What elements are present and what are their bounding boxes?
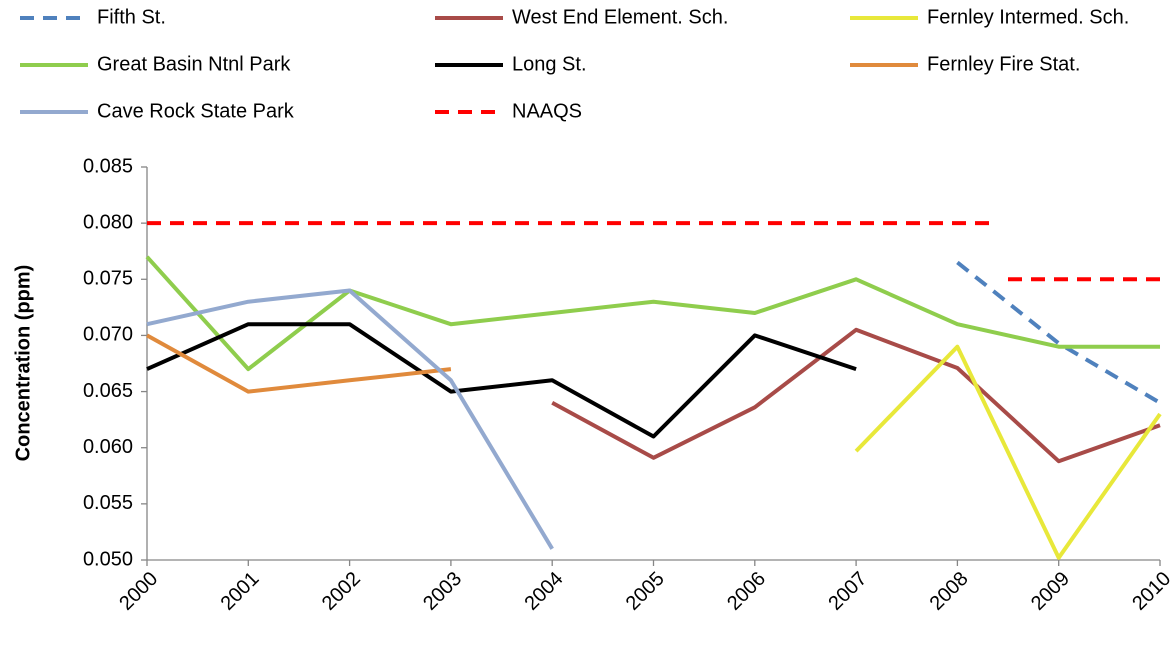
x-tick-label: 2001 bbox=[217, 568, 264, 615]
x-tick-label: 2006 bbox=[723, 568, 770, 615]
series-line bbox=[147, 221, 1160, 282]
x-tick-label: 2008 bbox=[926, 568, 973, 615]
y-tick-label: 0.085 bbox=[83, 155, 133, 177]
y-tick-label: 0.075 bbox=[83, 268, 133, 290]
x-tick-label: 2000 bbox=[115, 568, 162, 615]
series-line bbox=[146, 333, 452, 394]
x-tick-label: 2010 bbox=[1128, 568, 1173, 615]
series-line bbox=[146, 322, 857, 439]
series-line bbox=[956, 260, 1162, 405]
legend-label: West End Element. Sch. bbox=[512, 6, 728, 28]
y-tick-label: 0.070 bbox=[83, 324, 133, 346]
x-tick-label: 2007 bbox=[824, 568, 871, 615]
legend-label: Fernley Fire Stat. bbox=[927, 53, 1080, 75]
y-tick-label: 0.055 bbox=[83, 492, 133, 514]
y-tick-label: 0.080 bbox=[83, 211, 133, 233]
x-tick-label: 2005 bbox=[622, 568, 669, 615]
x-tick-label: 2003 bbox=[419, 568, 466, 615]
y-tick-label: 0.060 bbox=[83, 436, 133, 458]
y-tick-label: 0.065 bbox=[83, 380, 133, 402]
legend-label: NAAQS bbox=[512, 100, 582, 122]
series-line bbox=[854, 344, 1162, 560]
series-line bbox=[146, 288, 554, 550]
y-tick-label: 0.050 bbox=[83, 548, 133, 570]
x-tick-label: 2002 bbox=[318, 568, 365, 615]
x-tick-label: 2009 bbox=[1027, 568, 1074, 615]
legend-label: Great Basin Ntnl Park bbox=[97, 53, 291, 75]
x-tick-label: 2004 bbox=[520, 568, 567, 615]
legend-label: Cave Rock State Park bbox=[97, 100, 295, 122]
legend-label: Long St. bbox=[512, 53, 587, 75]
series-line bbox=[145, 255, 1160, 372]
series-line bbox=[551, 327, 1161, 464]
legend-label: Fifth St. bbox=[97, 6, 166, 28]
legend-label: Fernley Intermed. Sch. bbox=[927, 6, 1129, 28]
y-axis-title: Concentration (ppm) bbox=[12, 265, 34, 462]
